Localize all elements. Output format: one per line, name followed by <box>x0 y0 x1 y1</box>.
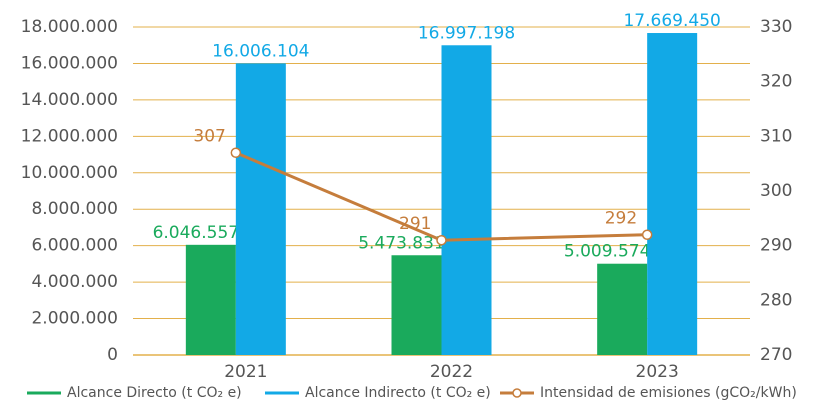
bar <box>597 263 648 355</box>
y-tick-label: 2.000.000 <box>31 309 118 329</box>
y2-tick-label: 330 <box>760 17 792 37</box>
y-tick-label: 18.000.000 <box>21 17 118 37</box>
line-value-label: 307 <box>193 127 225 147</box>
y2-tick-label: 270 <box>760 345 792 365</box>
value-label: 5.473.831 <box>358 233 445 253</box>
legend-label: Alcance Directo (t CO₂ e) <box>67 385 242 401</box>
line-value-label: 291 <box>399 214 431 234</box>
value-label: 17.669.450 <box>623 11 720 31</box>
line-marker <box>230 147 242 158</box>
y2-tick-label: 310 <box>760 126 792 146</box>
value-label: 16.997.198 <box>418 23 515 43</box>
y-tick-label: 8.000.000 <box>31 199 118 219</box>
y-tick-label: 12.000.000 <box>21 126 118 146</box>
bar <box>441 45 492 355</box>
y-tick-label: 10.000.000 <box>21 163 118 183</box>
y-tick-label: 6.000.000 <box>31 236 118 256</box>
value-label: 6.046.557 <box>153 223 240 243</box>
y-tick-label: 14.000.000 <box>21 90 118 110</box>
bar <box>391 255 442 355</box>
y2-tick-label: 290 <box>760 236 792 256</box>
y-tick-label: 4.000.000 <box>31 272 118 292</box>
y2-tick-label: 320 <box>760 72 792 92</box>
bar <box>647 33 698 356</box>
bar <box>235 63 286 355</box>
y-tick-label: 0 <box>107 345 118 365</box>
y2-tick-label: 300 <box>760 181 792 201</box>
x-tick-label: 2021 <box>224 362 267 382</box>
value-label: 5.009.574 <box>564 242 651 262</box>
line-marker <box>436 234 447 246</box>
line-value-label: 292 <box>605 209 637 229</box>
bar <box>185 244 236 355</box>
x-tick-label: 2022 <box>430 362 473 382</box>
legend-marker <box>512 388 522 398</box>
legend-label: Alcance Indirecto (t CO₂ e) <box>305 385 491 401</box>
y-tick-label: 16.000.000 <box>21 53 118 73</box>
line-marker <box>641 229 653 240</box>
y2-tick-label: 280 <box>760 290 792 310</box>
value-label: 16.006.104 <box>212 41 309 61</box>
legend-label: Intensidad de emisiones (gCO₂/kWh) <box>540 385 797 401</box>
x-tick-label: 2023 <box>636 362 679 382</box>
